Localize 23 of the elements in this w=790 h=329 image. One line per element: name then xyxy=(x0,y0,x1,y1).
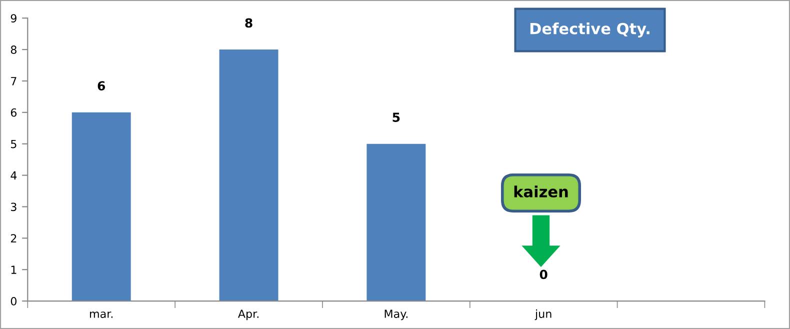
y-tick-label: 7 xyxy=(11,77,16,86)
y-tick-label: 6 xyxy=(10,108,17,117)
data-label: 5 xyxy=(392,112,400,122)
y-tick-label: 5 xyxy=(11,140,16,148)
y-tick-label: 3 xyxy=(11,202,16,212)
data-label: 8 xyxy=(245,18,252,28)
y-tick-label: 2 xyxy=(10,234,16,242)
y-tick-label: 1 xyxy=(11,266,16,274)
x-tick-label: jun xyxy=(534,309,552,320)
y-tick-label: 0 xyxy=(10,297,16,306)
y-tick-label: 8 xyxy=(10,46,16,54)
x-tick-label: May. xyxy=(384,310,408,320)
bar xyxy=(366,144,426,302)
annotation: kaizen xyxy=(514,186,568,198)
x-tick-label: Apr. xyxy=(238,310,258,320)
y-tick-label: 9 xyxy=(10,14,16,22)
data-label: 0 xyxy=(540,270,548,280)
chart-title: Defective Qty. xyxy=(530,22,650,38)
x-tick-label: mar. xyxy=(90,312,113,318)
data-label: 6 xyxy=(98,81,106,91)
bar xyxy=(219,50,278,302)
bar xyxy=(72,112,131,302)
y-tick-label: 4 xyxy=(10,171,17,180)
